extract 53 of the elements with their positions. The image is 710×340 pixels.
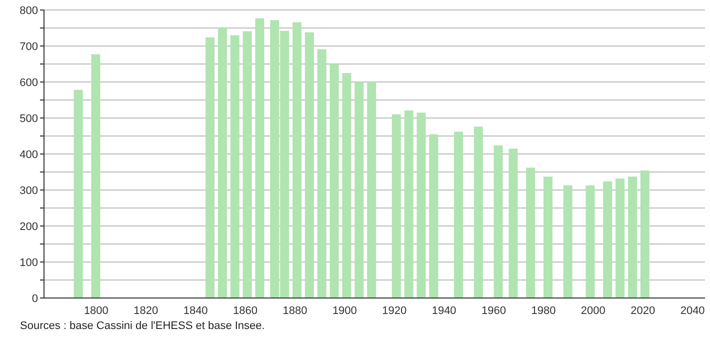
bar [454, 132, 464, 298]
bar [74, 90, 83, 298]
x-tick-label: 2020 [630, 304, 656, 317]
bar [616, 178, 625, 298]
y-tick-label: 200 [20, 220, 38, 233]
bar [526, 168, 536, 298]
bar [342, 73, 352, 298]
x-tick-label: 1860 [233, 304, 258, 317]
bar [586, 185, 595, 298]
bar [563, 185, 572, 298]
x-tick-label: 1800 [84, 304, 108, 317]
source-note: Sources : base Cassini de l'EHESS et base Insee. [20, 320, 265, 332]
bar [255, 18, 264, 298]
x-tick-label: 1840 [183, 304, 208, 317]
bar [91, 54, 100, 298]
bar [543, 176, 552, 298]
bar [206, 37, 215, 298]
bar [218, 27, 227, 298]
y-tick-label: 500 [20, 112, 38, 125]
bar [429, 134, 438, 298]
bar [392, 114, 401, 298]
y-tick-label: 400 [20, 148, 38, 161]
x-tick-label: 1960 [482, 304, 506, 317]
x-tick-label: 1900 [332, 304, 357, 317]
bar [242, 31, 252, 298]
bar [640, 170, 650, 298]
x-tick-label: 1880 [282, 304, 308, 317]
bar [508, 148, 518, 298]
x-tick-label: 2000 [580, 304, 606, 317]
bar [292, 22, 302, 298]
bar [603, 181, 612, 298]
x-tick-label: 1920 [382, 304, 407, 317]
bar [474, 126, 483, 298]
bar [416, 112, 426, 298]
bar [367, 81, 376, 298]
x-tick-label: 1940 [432, 304, 456, 317]
x-tick-label: 1820 [134, 304, 158, 317]
bar [494, 145, 503, 298]
bar [404, 110, 414, 298]
y-tick-label: 600 [20, 76, 38, 89]
bar [330, 64, 339, 298]
y-tick-label: 100 [20, 256, 38, 269]
bar [317, 49, 326, 298]
bar [628, 176, 637, 298]
bar [230, 35, 240, 298]
bar [304, 32, 314, 298]
y-tick-label: 0 [32, 292, 38, 305]
y-tick-label: 800 [20, 4, 38, 17]
x-tick-label: 1980 [531, 304, 556, 317]
y-tick-label: 300 [20, 184, 38, 197]
y-tick-label: 700 [20, 40, 38, 53]
bar [354, 82, 364, 298]
x-tick-label: 2040 [680, 304, 705, 317]
